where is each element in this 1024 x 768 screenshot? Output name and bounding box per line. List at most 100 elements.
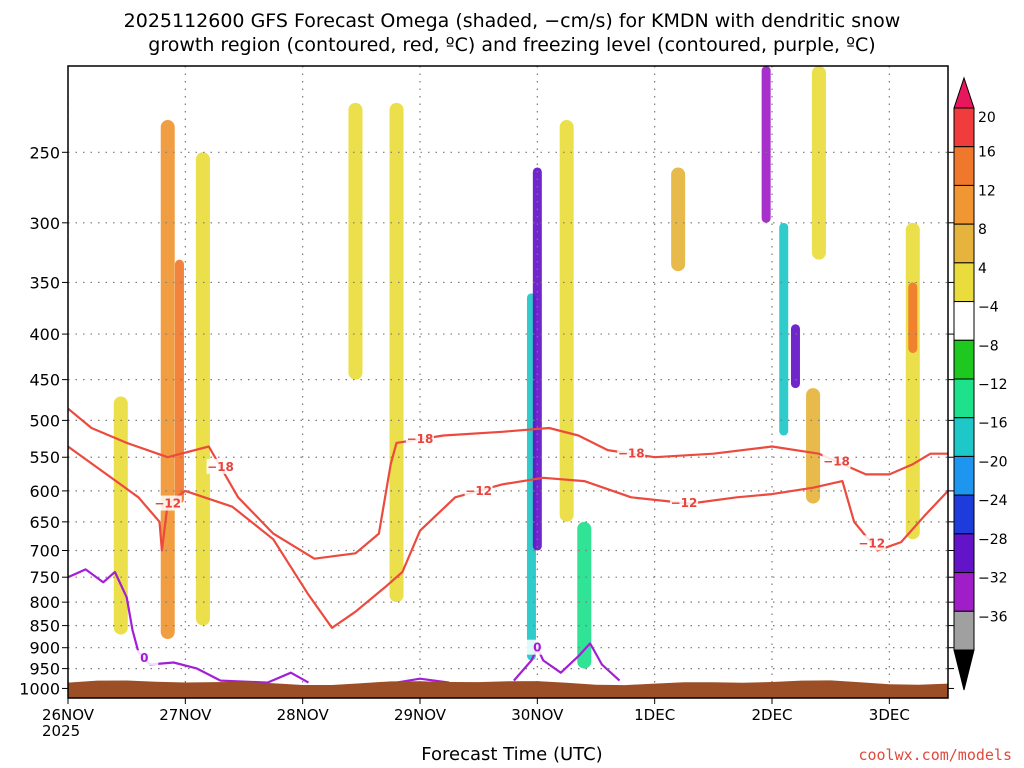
colorbar-label: −20 bbox=[978, 454, 1008, 470]
colorbar-segment bbox=[953, 301, 975, 341]
y-tick-label: 400 bbox=[29, 325, 60, 344]
x-axis-title: Forecast Time (UTC) bbox=[421, 744, 603, 765]
omega-feature bbox=[790, 324, 800, 389]
colorbar-label: −4 bbox=[978, 300, 999, 316]
y-tick-label: 250 bbox=[29, 143, 60, 162]
dgz-contour-label: −12 bbox=[858, 536, 885, 550]
colorbar-segment bbox=[953, 146, 975, 186]
year-label: 2025 bbox=[42, 722, 81, 740]
y-tick-label: 350 bbox=[29, 273, 60, 292]
omega-feature bbox=[905, 222, 920, 540]
credit-link[interactable]: coolwx.com/models bbox=[858, 746, 1012, 764]
y-tick-label: 750 bbox=[29, 568, 60, 587]
omega-feature bbox=[806, 388, 821, 504]
plot-layer: −18 −18 −18 −18 −12 −12 −12 −12 0 0 bbox=[68, 66, 948, 698]
dgz-contour-label: −18 bbox=[407, 432, 434, 446]
colorbar-bottom-arrow bbox=[953, 649, 975, 691]
x-tick-label: 27NOV bbox=[159, 706, 212, 724]
colorbar-segment bbox=[953, 533, 975, 574]
freezing-contour-label-bg bbox=[523, 639, 552, 655]
colorbar-segment bbox=[953, 417, 975, 457]
x-tick-label: 28NOV bbox=[277, 706, 330, 724]
omega-feature bbox=[761, 66, 771, 223]
y-tick-label: 900 bbox=[29, 639, 60, 658]
dgz-contour-label: −12 bbox=[154, 497, 181, 511]
x-tick-label: 26NOV bbox=[42, 706, 95, 724]
y-tick-label: 1000 bbox=[19, 679, 60, 698]
dgz-contour-label: −18 bbox=[207, 460, 234, 474]
ground-surface bbox=[68, 680, 948, 698]
dgz-contour-line bbox=[68, 407, 948, 560]
dgz-contour-label-bg bbox=[670, 494, 698, 510]
omega-feature bbox=[908, 282, 918, 353]
colorbar-label: 8 bbox=[978, 222, 987, 238]
colorbar-segment bbox=[953, 455, 975, 496]
colorbar-segment bbox=[953, 610, 975, 651]
colorbar-label: 4 bbox=[978, 261, 987, 277]
dgz-contour-label: −12 bbox=[465, 484, 492, 498]
colorbar-label: −12 bbox=[978, 377, 1008, 393]
dgz-contour-label-bg bbox=[617, 445, 646, 461]
plot-background bbox=[68, 66, 948, 698]
dgz-contour-label-bg bbox=[857, 535, 886, 551]
dgz-contour-label-bg bbox=[406, 431, 434, 447]
omega-feature bbox=[113, 396, 128, 635]
freezing-contour-label-bg bbox=[130, 650, 159, 666]
omega-feature bbox=[160, 120, 175, 640]
omega-feature bbox=[577, 521, 592, 669]
colorbar-segment bbox=[953, 223, 975, 264]
y-tick-label: 500 bbox=[29, 411, 60, 430]
colorbar-label: −24 bbox=[978, 493, 1008, 509]
colorbar-label: 12 bbox=[978, 183, 996, 199]
dgz-contour-label-bg bbox=[206, 458, 235, 474]
y-tick-label: 850 bbox=[29, 617, 60, 636]
dgz-contour-label-bg bbox=[464, 482, 493, 498]
omega-feature bbox=[559, 120, 574, 522]
colorbar-label: −36 bbox=[978, 609, 1008, 625]
colorbar-segment bbox=[953, 378, 975, 419]
freezing-contour-line bbox=[513, 642, 621, 682]
dgz-contour-label: −18 bbox=[618, 447, 645, 461]
x-tick-label: 1DEC bbox=[634, 706, 675, 724]
colorbar-segment bbox=[953, 184, 975, 225]
freezing-contour-label: 0 bbox=[140, 651, 148, 665]
x-tick-label: 3DEC bbox=[869, 706, 910, 724]
x-tick-label: 29NOV bbox=[394, 706, 447, 724]
colorbar-label: 16 bbox=[978, 145, 996, 161]
omega-feature bbox=[348, 102, 363, 380]
colorbar-segment bbox=[953, 339, 975, 380]
dgz-contour-label-bg bbox=[822, 453, 851, 469]
chart-title-line1: 2025112600 GFS Forecast Omega (shaded, −… bbox=[123, 10, 901, 32]
colorbar-segment bbox=[953, 572, 975, 612]
x-tick-label: 2DEC bbox=[751, 706, 792, 724]
plot-frame bbox=[67, 65, 949, 699]
omega-feature bbox=[389, 102, 404, 603]
y-tick-label: 800 bbox=[29, 593, 60, 612]
y-tick-label: 300 bbox=[29, 214, 60, 233]
colorbar-segment bbox=[953, 107, 975, 148]
omega-feature bbox=[195, 152, 210, 626]
y-tick-label: 650 bbox=[29, 513, 60, 532]
y-tick-label: 450 bbox=[29, 371, 60, 390]
freezing-contour-label: 0 bbox=[533, 641, 541, 655]
colorbar-label: −32 bbox=[978, 571, 1008, 587]
dgz-contour-label-bg bbox=[153, 495, 182, 511]
x-tick-label: 30NOV bbox=[511, 706, 564, 724]
colorbar-label: −28 bbox=[978, 532, 1008, 548]
y-tick-label: 600 bbox=[29, 482, 60, 501]
y-tick-label: 950 bbox=[29, 660, 60, 679]
freezing-contour-line bbox=[396, 677, 450, 684]
omega-feature bbox=[671, 167, 686, 272]
dgz-contour-label: −12 bbox=[671, 496, 698, 510]
colorbar-label: −8 bbox=[978, 338, 999, 354]
y-tick-label: 550 bbox=[29, 448, 60, 467]
colorbar-label: 20 bbox=[978, 110, 996, 126]
dgz-contour-line bbox=[68, 445, 948, 629]
colorbar-segment bbox=[953, 494, 975, 535]
colorbar-label: −16 bbox=[978, 416, 1008, 432]
dgz-contour-label: −18 bbox=[823, 454, 850, 468]
colorbar-segment bbox=[953, 262, 975, 303]
chart-title-line2: growth region (contoured, red, ºC) and f… bbox=[148, 34, 876, 56]
omega-feature bbox=[174, 259, 184, 504]
